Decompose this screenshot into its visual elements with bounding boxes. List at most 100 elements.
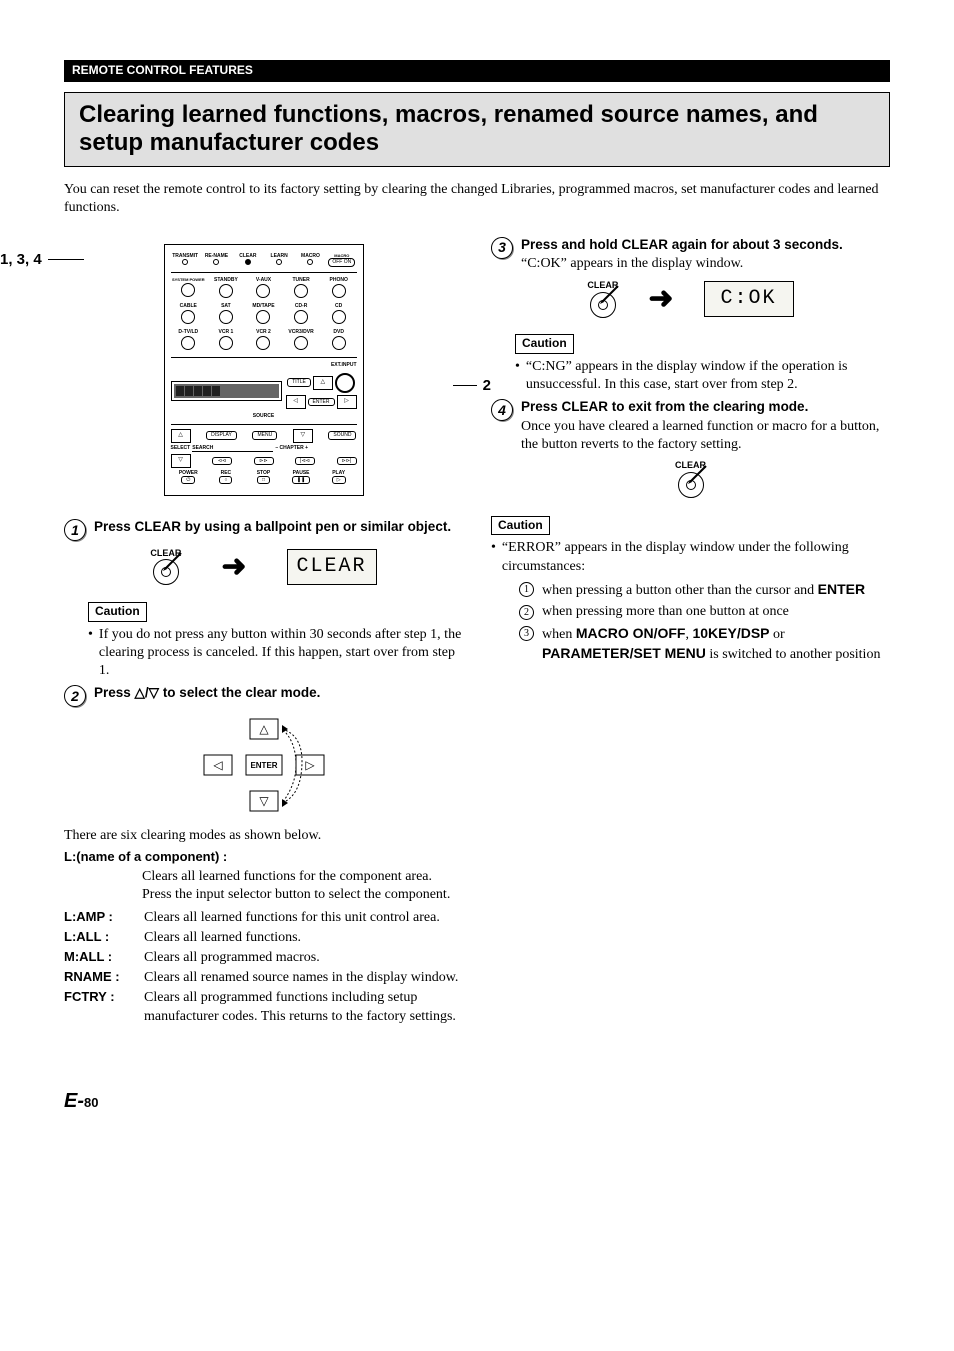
right-column: 3 Press and hold CLEAR again for about 3… [491, 236, 890, 1028]
remote-label: STANDBY [208, 277, 244, 284]
clearing-modes-list: There are six clearing modes as shown be… [64, 827, 463, 1026]
remote-label: VCR 2 [246, 329, 282, 336]
caution-label: Caution [88, 602, 147, 622]
step-1-title: Press CLEAR by using a ballpoint pen or … [94, 518, 463, 536]
remote-label: CD-R [283, 303, 319, 310]
err3-post: is switched to another position [706, 647, 881, 662]
step-3-illustration: CLEAR ➜ C:OK [491, 279, 890, 318]
err3-pre: when [542, 627, 576, 642]
error-intro: • “ERROR” appears in the display window … [491, 539, 890, 575]
remote-label: TUNER [283, 277, 319, 284]
page-number-value: 80 [84, 1095, 98, 1110]
mode-desc: Clears all programmed functions includin… [144, 989, 463, 1025]
remote-menu-button: MENU [252, 431, 277, 440]
page-title: Clearing learned functions, macros, rena… [79, 101, 875, 159]
remote-display-button: DISPLAY [206, 431, 237, 440]
circled-number-icon: 1 [519, 582, 534, 597]
remote-label: MD/TAPE [246, 303, 282, 310]
remote-label: SELECT [171, 445, 191, 452]
remote-label: PHONO [321, 277, 357, 284]
step-3: 3 Press and hold CLEAR again for about 3… [491, 236, 890, 274]
remote-label: SOURCE [171, 413, 357, 420]
remote-label: EXT.INPUT [331, 362, 357, 368]
remote-label: SAT [208, 303, 244, 310]
caution-label: Caution [515, 334, 574, 354]
callout-left-label: 1, 3, 4 [0, 251, 42, 268]
error-item-2: 2 when pressing more than one button at … [519, 603, 890, 621]
ballpoint-pen-icon [687, 463, 709, 485]
remote-display [171, 381, 282, 401]
step-number-icon: 4 [491, 399, 513, 421]
step-1: 1 Press CLEAR by using a ballpoint pen o… [64, 518, 463, 541]
remote-label: – CHAPTER + [275, 445, 356, 452]
err3-mid2: or [770, 627, 785, 642]
two-column-layout: 1, 3, 4 TRANSMIT RE-NAME CLEAR LEARN MAC… [64, 236, 890, 1028]
clear-button-icon [678, 472, 704, 498]
mode-key: M:ALL : [64, 949, 140, 967]
remote-ext-input [335, 373, 355, 393]
remote-label: SEARCH [192, 445, 273, 453]
remote-title-button: TITLE [287, 378, 311, 387]
step-number-icon: 1 [64, 519, 86, 541]
mode-desc: Clears all programmed macros. [144, 949, 463, 967]
mode-desc: Clears all learned functions for the com… [142, 868, 463, 904]
remote-sound-button: SOUND [328, 431, 356, 440]
svg-text:◁: ◁ [213, 758, 223, 772]
remote-label: DVD [321, 329, 357, 336]
step-4-sub: Once you have cleared a learned function… [521, 418, 890, 454]
mode-desc: Clears all renamed source names in the d… [144, 969, 463, 987]
intro-paragraph: You can reset the remote control to its … [64, 181, 890, 217]
remote-enter-button: ENTER [308, 398, 335, 407]
cursor-pad-svg: △ ◁ ENTER ▷ ▽ [184, 715, 344, 815]
caution-1-body: If you do not press any button within 30… [99, 626, 463, 681]
error-intro-text: “ERROR” appears in the display window un… [502, 539, 890, 575]
page-number: E-80 [64, 1088, 890, 1114]
svg-text:△: △ [259, 722, 269, 736]
caution-3-body: “C:NG” appears in the display window if … [526, 358, 890, 394]
err3-b2: 10KEY/DSP [692, 625, 769, 641]
callout-steps-1-3-4: 1, 3, 4 [0, 250, 42, 270]
step-3-title: Press and hold CLEAR again for about 3 s… [521, 236, 890, 254]
arrow-right-icon: ➜ [221, 547, 246, 586]
step-4: 4 Press CLEAR to exit from the clearing … [491, 398, 890, 454]
remote-label: V-AUX [246, 277, 282, 284]
svg-text:▽: ▽ [259, 794, 269, 808]
step-2-title: Press △/▽ to select the clear mode. [94, 684, 463, 702]
arrow-right-icon: ➜ [648, 279, 673, 318]
remote-control-diagram: TRANSMIT RE-NAME CLEAR LEARN MACRO MACRO… [164, 244, 364, 497]
ballpoint-pen-icon [599, 283, 621, 305]
modes-intro: There are six clearing modes as shown be… [64, 827, 463, 845]
step-2: 2 Press △/▽ to select the clear mode. [64, 684, 463, 707]
callout-step-2: 2 [483, 376, 491, 396]
circled-number-icon: 3 [519, 626, 534, 641]
step-2-pre: Press [94, 685, 135, 700]
mode-desc: Clears all learned functions. [144, 929, 463, 947]
ballpoint-pen-icon [162, 550, 184, 572]
step-2-post: to select the clear mode. [159, 685, 320, 700]
remote-illustration-wrap: 1, 3, 4 TRANSMIT RE-NAME CLEAR LEARN MAC… [64, 244, 463, 497]
caution-3-text: • “C:NG” appears in the display window i… [515, 358, 890, 394]
remote-label: D-TV/LD [171, 329, 207, 336]
error-item-1: 1 when pressing a button other than the … [519, 580, 890, 600]
step-3-sub: “C:OK” appears in the display window. [521, 255, 890, 273]
mode-key: L:(name of a component) : [64, 849, 264, 866]
step-4-title: Press CLEAR to exit from the clearing mo… [521, 398, 890, 416]
remote-label: VCR3/DVR [283, 329, 319, 336]
callout-right-label: 2 [483, 377, 491, 394]
error-circumstances-list: 1 when pressing a button other than the … [519, 580, 890, 665]
cursor-pad-diagram: △ ◁ ENTER ▷ ▽ [64, 715, 463, 815]
err1-enter: ENTER [818, 581, 865, 597]
mode-key: RNAME : [64, 969, 140, 987]
svg-text:ENTER: ENTER [250, 761, 277, 770]
error-item-3: 3 when MACRO ON/OFF, 10KEY/DSP or PARAME… [519, 624, 890, 664]
svg-text:▷: ▷ [305, 758, 315, 772]
err3-b1: MACRO ON/OFF [576, 625, 686, 641]
step-number-icon: 2 [64, 685, 86, 707]
remote-label: CD [321, 303, 357, 310]
err3-b3: PARAMETER/SET MENU [542, 645, 706, 661]
remote-label: VCR 1 [208, 329, 244, 336]
section-header-bar: REMOTE CONTROL FEATURES [64, 60, 890, 82]
step-number-icon: 3 [491, 237, 513, 259]
lcd-display: C:OK [704, 281, 794, 317]
caution-label: Caution [491, 516, 550, 536]
